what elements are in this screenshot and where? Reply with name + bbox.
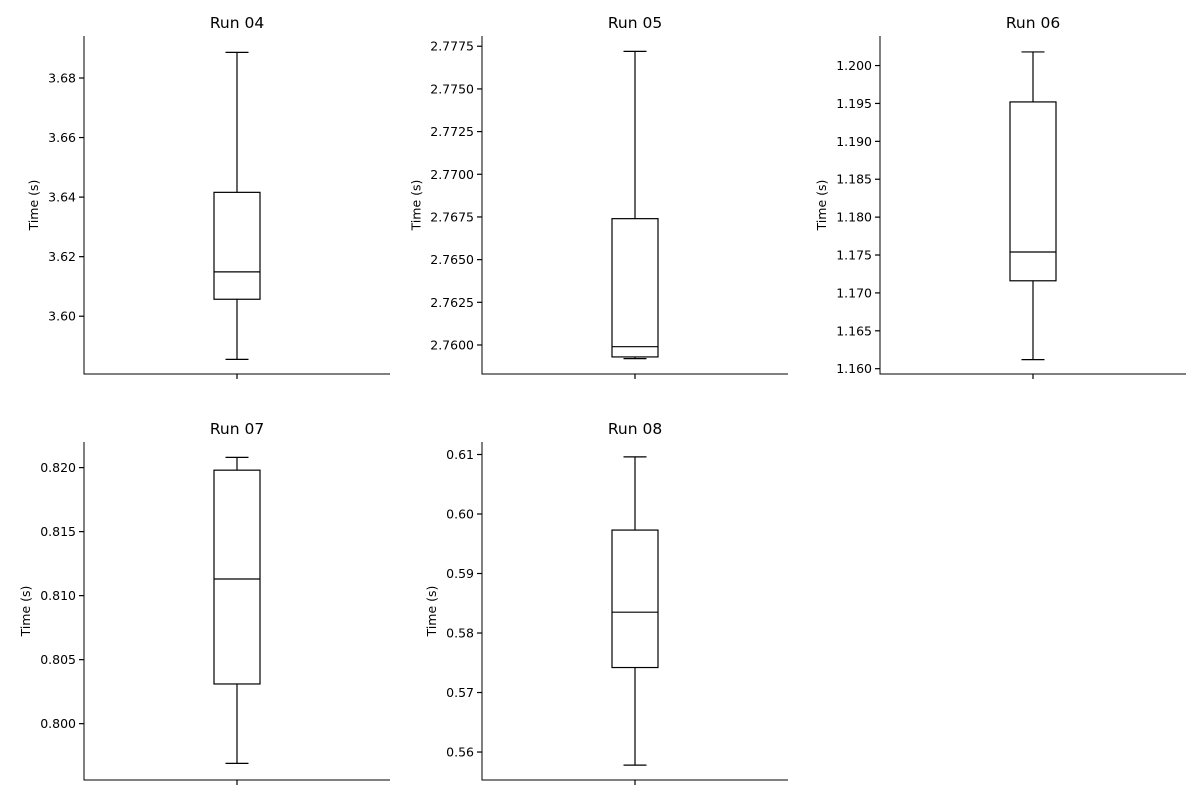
- panel-title: Run 07: [210, 420, 264, 438]
- y-tick-label: 2.7600: [430, 337, 474, 352]
- iqr-box: [1009, 101, 1057, 282]
- y-tick-label: 0.59: [446, 566, 474, 581]
- y-axis-label: Time (s): [18, 586, 33, 638]
- iqr-box: [611, 529, 659, 669]
- y-tick-label: 0.61: [446, 447, 474, 462]
- y-tick-label: 2.7750: [430, 81, 474, 96]
- y-tick-label: 3.60: [48, 309, 76, 324]
- panel-title: Run 08: [608, 420, 662, 438]
- y-tick-label: 2.7625: [430, 295, 474, 310]
- panel-title: Run 04: [210, 14, 264, 32]
- y-tick-label: 0.810: [40, 588, 76, 603]
- y-tick-label: 0.800: [40, 716, 76, 731]
- panel-title: Run 05: [608, 14, 662, 32]
- iqr-box: [611, 218, 659, 358]
- y-tick-label: 1.170: [836, 285, 872, 300]
- y-tick-label: 2.7775: [430, 39, 474, 54]
- y-tick-label: 0.57: [446, 685, 474, 700]
- y-tick-label: 0.56: [446, 745, 474, 760]
- y-tick-label: 1.200: [836, 58, 872, 73]
- y-tick-label: 0.60: [446, 507, 474, 522]
- y-tick-label: 1.165: [836, 323, 872, 338]
- y-tick-label: 3.62: [48, 249, 76, 264]
- y-tick-label: 1.185: [836, 172, 872, 187]
- y-tick-label: 2.7700: [430, 167, 474, 182]
- y-tick-label: 0.58: [446, 626, 474, 641]
- y-tick-label: 1.175: [836, 248, 872, 263]
- y-axis-label: Time (s): [424, 586, 439, 638]
- panel-5: 0.56 0.57 0.58 0.59 0.60 0.61 Time (s) Run 08: [424, 420, 788, 785]
- y-tick-label: 1.180: [836, 210, 872, 225]
- panel-3: 1.160 1.165 1.170 1.175 1.180 1.185 1.190 1.195…: [814, 14, 1186, 379]
- y-tick-label: 0.805: [40, 652, 76, 667]
- iqr-box: [213, 469, 261, 685]
- y-tick-label: 0.815: [40, 524, 76, 539]
- panel-4: 0.800 0.805 0.810 0.815 0.820 Time (s) Run 07: [18, 420, 390, 785]
- y-axis-label: Time (s): [26, 180, 41, 232]
- panel-title: Run 06: [1006, 14, 1060, 32]
- y-tick-label: 3.68: [48, 70, 76, 85]
- y-tick-label: 2.7675: [430, 209, 474, 224]
- y-tick-label: 2.7725: [430, 124, 474, 139]
- y-tick-label: 1.160: [836, 361, 872, 376]
- y-axis-label: Time (s): [408, 180, 423, 232]
- panel-2: 2.7600 2.7625 2.7650 2.7675 2.7700 2.7725 2.77…: [408, 14, 788, 379]
- y-axis-label: Time (s): [814, 180, 829, 232]
- panel-1: 3.60 3.62 3.64 3.66 3.68 Time (s) Run 04: [26, 14, 390, 379]
- iqr-box: [213, 191, 261, 300]
- y-tick-label: 0.820: [40, 460, 76, 475]
- y-tick-label: 1.190: [836, 134, 872, 149]
- y-tick-label: 3.66: [48, 130, 76, 145]
- y-tick-label: 3.64: [48, 190, 76, 205]
- y-tick-label: 2.7650: [430, 252, 474, 267]
- y-tick-label: 1.195: [836, 96, 872, 111]
